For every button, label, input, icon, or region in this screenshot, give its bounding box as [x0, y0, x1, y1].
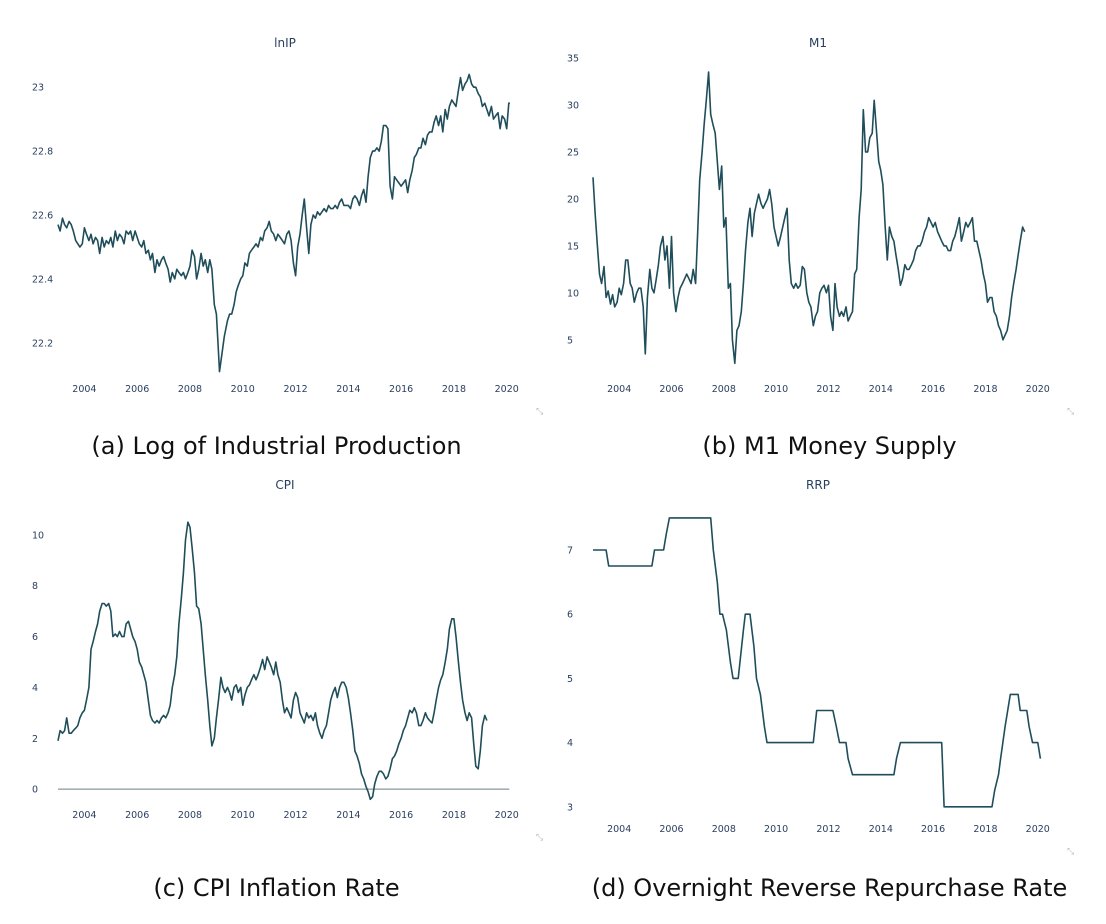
series-line-rrp [593, 517, 1042, 808]
panel-m1: M1 5 10 15 20 25 30 35 2004 2006 2008 2010 2012 2014 2… [553, 0, 1106, 462]
series-line-lnip [57, 73, 510, 373]
y-tick-label: 3 [567, 802, 573, 813]
y-tick-label: 5 [567, 674, 573, 685]
x-tick-label: 2008 [712, 384, 736, 395]
resize-handle-icon: ⤡ [1067, 847, 1074, 857]
y-tick-label: 10 [32, 530, 44, 541]
panel-rrp: RRP 3 4 5 6 7 2004 2006 2008 2010 2012 2014 2016 2018… [553, 462, 1106, 924]
x-tick-label: 2020 [495, 810, 519, 821]
panel-cpi: CPI 0 2 4 6 8 10 2004 2006 2008 2010 2012 2014 2016 20… [0, 462, 553, 924]
x-tick-label: 2008 [712, 824, 736, 835]
y-tick-label: 6 [32, 632, 38, 643]
y-tick-label: 23 [32, 83, 44, 94]
chart-title-m1: M1 [809, 36, 827, 50]
y-tick-label: 20 [567, 194, 579, 205]
resize-handle-icon: ⤡ [536, 407, 543, 417]
x-tick-label: 2018 [442, 810, 466, 821]
y-tick-label: 7 [567, 545, 573, 556]
y-tick-label: 8 [32, 581, 38, 592]
x-tick-label: 2020 [495, 384, 519, 395]
y-tick-label: 5 [567, 335, 573, 346]
y-tick-label: 4 [32, 683, 38, 694]
x-tick-label: 2016 [389, 384, 413, 395]
y-tick-label: 10 [567, 288, 579, 299]
y-tick-label: 30 [567, 100, 579, 111]
resize-handle-icon: ⤡ [536, 833, 543, 843]
x-tick-label: 2018 [973, 824, 997, 835]
x-tick-label: 2008 [178, 384, 202, 395]
x-tick-label: 2004 [72, 810, 96, 821]
x-tick-label: 2016 [921, 384, 945, 395]
y-tick-label: 25 [567, 147, 579, 158]
x-tick-label: 2012 [283, 810, 307, 821]
x-tick-label: 2006 [659, 384, 683, 395]
x-tick-label: 2010 [764, 824, 788, 835]
x-tick-label: 2018 [973, 384, 997, 395]
x-tick-label: 2016 [389, 810, 413, 821]
x-tick-label: 2014 [869, 384, 893, 395]
x-tick-label: 2020 [1026, 384, 1050, 395]
x-tick-label: 2004 [607, 824, 631, 835]
y-tick-label: 22.6 [32, 211, 53, 222]
y-tick-label: 22.8 [32, 147, 53, 158]
x-tick-label: 2014 [869, 824, 893, 835]
caption-m1: (b) M1 Money Supply [702, 432, 957, 460]
x-tick-label: 2012 [283, 384, 307, 395]
y-tick-label: 2 [32, 734, 38, 745]
x-tick-label: 2012 [816, 824, 840, 835]
chart-cpi: CPI 0 2 4 6 8 10 2004 2006 2008 2010 2012 2014 2016 20… [32, 478, 543, 843]
x-tick-label: 2012 [816, 384, 840, 395]
caption-lnip: (a) Log of Industrial Production [91, 432, 462, 460]
chart-m1: M1 5 10 15 20 25 30 35 2004 2006 2008 2010 2012 2014 2… [567, 36, 1074, 417]
chart-rrp: RRP 3 4 5 6 7 2004 2006 2008 2010 2012 2014 2016 2018… [567, 478, 1074, 857]
x-tick-label: 2020 [1026, 824, 1050, 835]
x-tick-label: 2010 [231, 384, 255, 395]
series-line-m1 [592, 71, 1026, 365]
resize-handle-icon: ⤡ [1067, 407, 1074, 417]
y-tick-label: 35 [567, 54, 579, 65]
x-tick-label: 2010 [231, 810, 255, 821]
x-tick-label: 2018 [442, 384, 466, 395]
x-tick-label: 2004 [72, 384, 96, 395]
x-tick-label: 2010 [764, 384, 788, 395]
caption-cpi: (c) CPI Inflation Rate [153, 874, 400, 902]
x-tick-label: 2004 [607, 384, 631, 395]
chart-title-cpi: CPI [275, 478, 294, 492]
y-tick-label: 22.4 [32, 274, 53, 285]
x-tick-label: 2006 [659, 824, 683, 835]
chart-title-rrp: RRP [806, 478, 830, 492]
series-line-cpi [57, 521, 488, 801]
y-tick-label: 15 [567, 241, 579, 252]
x-tick-label: 2016 [921, 824, 945, 835]
x-tick-label: 2006 [125, 384, 149, 395]
chart-lnip: lnIP 22.2 22.4 22.6 22.8 23 2004 2006 2008 2010 20… [32, 36, 543, 417]
x-tick-label: 2014 [336, 810, 360, 821]
x-tick-label: 2006 [125, 810, 149, 821]
y-tick-label: 22.2 [32, 338, 53, 349]
x-tick-label: 2014 [336, 384, 360, 395]
y-tick-label: 0 [32, 785, 38, 796]
chart-title-lnip: lnIP [274, 36, 296, 50]
panel-lnip: lnIP 22.2 22.4 22.6 22.8 23 2004 2006 2008 2010 20… [0, 0, 553, 462]
caption-rrp: (d) Overnight Reverse Repurchase Rate [591, 874, 1068, 902]
y-tick-label: 6 [567, 610, 573, 621]
y-tick-label: 4 [567, 738, 573, 749]
x-tick-label: 2008 [178, 810, 202, 821]
